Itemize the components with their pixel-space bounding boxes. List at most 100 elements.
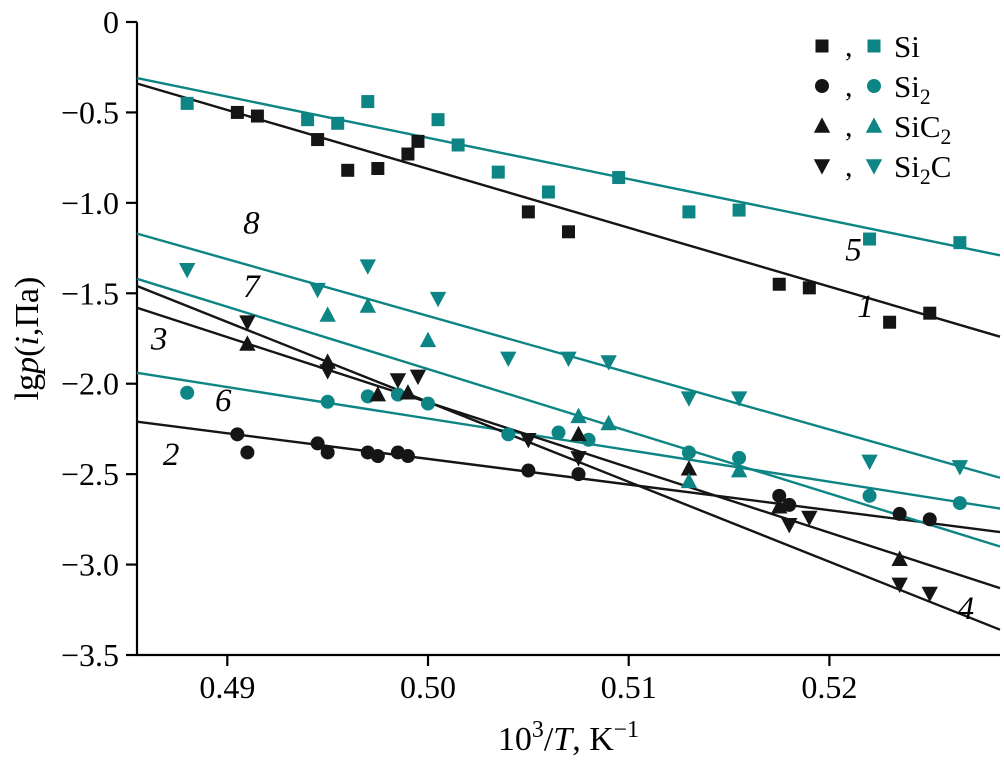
y-tick-label: −1.0 xyxy=(61,185,119,221)
circle-marker xyxy=(952,496,967,511)
legend: , Si, Si2, SiC2, Si2C xyxy=(813,29,951,189)
curve-label-4: 4 xyxy=(958,591,975,627)
series-4-line xyxy=(136,284,1001,631)
triangle-down-marker xyxy=(309,282,326,299)
legend-marker-teal-square xyxy=(867,39,881,53)
x-axis-title: 103/T, K−1 xyxy=(498,717,639,758)
square-marker xyxy=(331,116,345,130)
y-tick-label: −0.5 xyxy=(61,94,119,130)
legend-separator: , xyxy=(845,30,853,63)
y-axis-ticks: 0 −0.5 −1.0 −1.5 −2.0 −2.5 −3.0 −3.5 xyxy=(61,4,137,673)
legend-marker-black-circle xyxy=(815,79,829,93)
triangle-down-marker xyxy=(359,259,377,275)
triangle-up-marker xyxy=(419,331,437,348)
triangle-up-marker xyxy=(239,335,256,351)
triangle-down-marker xyxy=(319,364,336,380)
triangle-down-marker xyxy=(680,391,698,407)
legend-marker-teal-triangle-down xyxy=(865,159,883,175)
circle-marker xyxy=(421,396,436,411)
curve-label-2: 2 xyxy=(163,437,180,473)
square-marker xyxy=(772,277,786,291)
x-tick-label: 0.49 xyxy=(199,669,255,705)
circle-marker xyxy=(320,445,335,460)
circle-marker xyxy=(772,488,787,503)
series-5-line xyxy=(136,76,1001,257)
circle-marker xyxy=(320,394,335,409)
legend-label: SiC2 xyxy=(894,109,951,149)
legend-separator: , xyxy=(845,110,853,143)
triangle-down-marker xyxy=(389,373,407,389)
curve-labels: 1 5 26 3 7 4 8 xyxy=(150,206,974,627)
circle-marker xyxy=(501,427,516,442)
legend-separator: , xyxy=(845,150,853,183)
square-marker xyxy=(562,225,575,239)
series-6-line xyxy=(136,371,1001,510)
triangle-down-marker xyxy=(560,351,577,367)
triangle-up-marker xyxy=(570,425,587,442)
legend-marker-teal-circle xyxy=(867,79,881,93)
series-3-line xyxy=(136,306,1001,590)
circle-marker xyxy=(862,488,877,503)
circle-marker xyxy=(400,449,415,464)
triangle-down-marker xyxy=(921,586,938,603)
series-2-points xyxy=(230,427,937,527)
legend-label: Si2 xyxy=(894,69,931,109)
triangle-down-marker xyxy=(951,460,969,476)
square-marker xyxy=(953,236,967,250)
square-marker xyxy=(401,147,415,161)
circle-marker xyxy=(240,445,255,460)
y-tick-label: −3.5 xyxy=(61,637,119,673)
triangle-up-marker xyxy=(369,385,387,402)
legend-marker-teal-triangle-up xyxy=(865,117,883,133)
curve-label-1: 1 xyxy=(857,289,874,325)
curve-label-7: 7 xyxy=(243,269,261,305)
legend-marker-black-triangle-up xyxy=(813,117,831,133)
series-1-line xyxy=(136,82,1001,338)
square-marker xyxy=(371,161,385,175)
square-marker xyxy=(923,306,937,320)
y-tick-label: −2.5 xyxy=(61,456,119,492)
curve-label-8: 8 xyxy=(243,206,260,242)
series-4-points xyxy=(239,315,938,603)
triangle-down-marker xyxy=(409,369,427,386)
series-7-points xyxy=(319,297,748,489)
legend-marker-black-triangle-down xyxy=(813,159,831,175)
legend-label: Si xyxy=(894,29,920,64)
legend-row: , SiC2 xyxy=(813,109,951,149)
square-marker xyxy=(883,315,897,329)
square-marker xyxy=(341,163,355,177)
fit-lines xyxy=(136,76,1001,631)
series-2-line xyxy=(136,420,1001,534)
y-tick-label: 0 xyxy=(103,4,119,40)
triangle-down-marker xyxy=(500,351,517,367)
circle-marker xyxy=(681,445,696,460)
triangle-down-marker xyxy=(891,577,908,594)
circle-marker xyxy=(581,432,596,447)
triangle-down-marker xyxy=(520,432,537,449)
y-tick-label: −1.5 xyxy=(61,275,119,311)
triangle-down-marker xyxy=(178,262,196,279)
circle-marker xyxy=(370,449,385,464)
square-marker xyxy=(230,105,244,119)
triangle-up-marker xyxy=(359,297,377,313)
square-marker xyxy=(541,185,555,199)
y-tick-label: −3.0 xyxy=(61,547,119,583)
circle-marker xyxy=(782,497,797,512)
circle-marker xyxy=(571,467,586,482)
square-marker xyxy=(311,133,325,147)
curve-label-6: 6 xyxy=(215,383,232,419)
circle-marker xyxy=(230,427,245,442)
series-6-points xyxy=(180,385,967,511)
square-marker xyxy=(521,205,535,219)
y-axis-title: lgp(i,Па) xyxy=(9,277,46,401)
triangle-down-marker xyxy=(730,391,748,407)
circle-marker xyxy=(551,425,566,440)
circle-marker xyxy=(732,450,747,465)
triangle-down-marker xyxy=(600,355,617,371)
square-marker xyxy=(612,171,626,185)
triangle-up-marker xyxy=(771,498,788,514)
square-marker xyxy=(451,138,465,152)
series-5-points xyxy=(180,95,967,250)
